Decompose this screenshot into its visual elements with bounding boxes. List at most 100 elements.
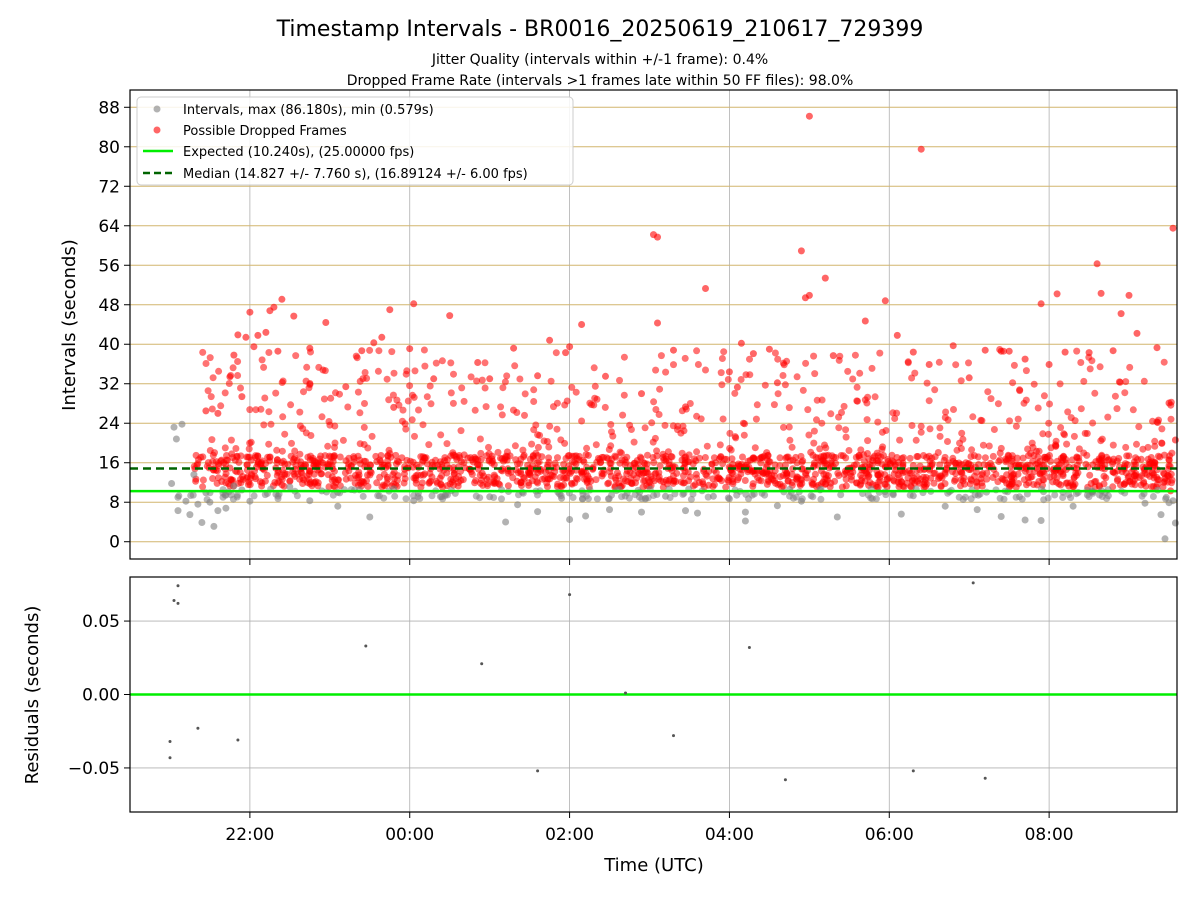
dropped-frame-point bbox=[287, 452, 295, 460]
dropped-frame-point bbox=[449, 399, 457, 407]
dropped-frame-point bbox=[785, 404, 793, 412]
dropped-frame-point bbox=[361, 369, 369, 376]
interval-point-2 bbox=[172, 435, 180, 443]
dropped-frame-point bbox=[651, 434, 659, 442]
dropped-frame-point bbox=[1122, 443, 1130, 451]
dropped-frame-point-17 bbox=[322, 319, 330, 326]
dropped-frame-point bbox=[229, 364, 237, 372]
dropped-frame-point bbox=[281, 430, 289, 438]
intervals-ytick-label-3: 24 bbox=[98, 414, 120, 434]
dropped-frame-point bbox=[260, 363, 268, 371]
dropped-frame-point bbox=[1073, 453, 1081, 461]
interval-point bbox=[817, 495, 825, 503]
dropped-frame-point bbox=[553, 399, 561, 407]
dropped-frame-point bbox=[1158, 439, 1166, 447]
dropped-frame-point bbox=[355, 468, 363, 476]
dropped-frame-point bbox=[788, 443, 796, 451]
dropped-frame-point bbox=[557, 436, 565, 444]
dropped-frame-point bbox=[572, 460, 580, 468]
dropped-frame-point bbox=[703, 442, 711, 450]
dropped-frame-point bbox=[774, 355, 782, 363]
dropped-frame-point bbox=[221, 389, 229, 397]
dropped-frame-point bbox=[420, 346, 428, 354]
dropped-frame-point bbox=[1053, 474, 1061, 482]
dropped-frame-point bbox=[987, 395, 995, 403]
dropped-frame-point bbox=[237, 452, 245, 460]
dropped-frame-point bbox=[534, 469, 542, 477]
dropped-frame-point bbox=[306, 380, 314, 387]
dropped-frame-point bbox=[729, 480, 737, 488]
dropped-frame-point bbox=[207, 393, 215, 401]
dropped-frame-point bbox=[643, 468, 650, 476]
dropped-frame-point bbox=[735, 474, 743, 482]
dropped-frame-point bbox=[536, 431, 544, 439]
dropped-frame-point bbox=[994, 400, 1002, 408]
dropped-frame-point bbox=[418, 458, 426, 466]
interval-point bbox=[293, 492, 301, 500]
dropped-frame-point bbox=[227, 436, 235, 444]
interval-point-9 bbox=[198, 519, 206, 526]
dropped-frame-point bbox=[273, 456, 281, 464]
dropped-frame-point bbox=[278, 447, 286, 455]
interval-point bbox=[733, 491, 741, 499]
intervals-ytick-label-5: 40 bbox=[98, 335, 120, 355]
dropped-frame-point bbox=[664, 448, 672, 456]
dropped-frame-point bbox=[718, 355, 726, 362]
residuals-ytick-label-0: −0.05 bbox=[68, 759, 120, 779]
dropped-frame-point-3 bbox=[230, 351, 238, 359]
dropped-frame-point bbox=[1115, 454, 1123, 462]
dropped-frame-point bbox=[425, 479, 433, 487]
dropped-frame-point bbox=[571, 479, 579, 487]
dropped-frame-point-9 bbox=[254, 331, 262, 339]
interval-point bbox=[515, 491, 522, 499]
dropped-frame-point bbox=[481, 384, 489, 392]
dropped-frame-point bbox=[1062, 479, 1070, 487]
dropped-frame-point bbox=[914, 453, 922, 460]
dropped-frame-point bbox=[889, 409, 897, 417]
dropped-frame-point bbox=[957, 445, 965, 452]
dropped-frame-point bbox=[354, 388, 362, 396]
interval-point bbox=[792, 493, 800, 501]
dropped-frame-point bbox=[979, 441, 987, 449]
dropped-frame-point bbox=[1025, 479, 1033, 487]
dropped-frame-point bbox=[912, 436, 920, 444]
intervals-ytick-label-7: 56 bbox=[98, 256, 120, 276]
interval-point-11 bbox=[206, 498, 214, 506]
dropped-frame-point bbox=[454, 482, 462, 490]
dropped-frame-point bbox=[1034, 404, 1042, 412]
dropped-frame-point bbox=[673, 469, 681, 477]
dropped-frame-point bbox=[701, 454, 709, 461]
interval-point-24 bbox=[410, 497, 418, 505]
dropped-frame-point bbox=[1077, 405, 1085, 413]
dropped-frame-point bbox=[511, 362, 519, 370]
dropped-frame-point bbox=[432, 359, 440, 367]
intervals-ytick-label-10: 80 bbox=[98, 138, 120, 158]
dropped-frame-point bbox=[789, 456, 797, 464]
interval-point-36 bbox=[682, 507, 689, 515]
dropped-frame-point bbox=[1033, 481, 1041, 489]
dropped-frame-point bbox=[607, 421, 615, 428]
residual-point-9 bbox=[536, 769, 540, 773]
dropped-frame-point bbox=[235, 458, 243, 466]
dropped-frame-point-46 bbox=[737, 339, 745, 347]
interval-point bbox=[498, 495, 505, 503]
dropped-frame-point bbox=[380, 470, 388, 478]
dropped-frame-point-28 bbox=[474, 359, 482, 366]
dropped-frame-point bbox=[693, 412, 701, 420]
interval-point-44 bbox=[833, 513, 841, 521]
dropped-frame-point bbox=[868, 364, 876, 372]
interval-point-45 bbox=[889, 491, 897, 499]
dropped-frame-point bbox=[389, 471, 397, 479]
dropped-frame-point bbox=[923, 453, 930, 461]
dropped-frame-point bbox=[1061, 431, 1068, 439]
dropped-frame-point-2 bbox=[226, 373, 234, 381]
dropped-frame-point bbox=[384, 461, 392, 469]
dropped-frame-point bbox=[659, 450, 667, 458]
dropped-frame-point-24 bbox=[386, 306, 394, 314]
dropped-frame-point bbox=[476, 435, 484, 443]
dropped-frame-point bbox=[763, 469, 771, 477]
dropped-frame-point-44 bbox=[725, 368, 733, 376]
dropped-frame-point bbox=[717, 369, 725, 377]
interval-point bbox=[416, 495, 424, 502]
